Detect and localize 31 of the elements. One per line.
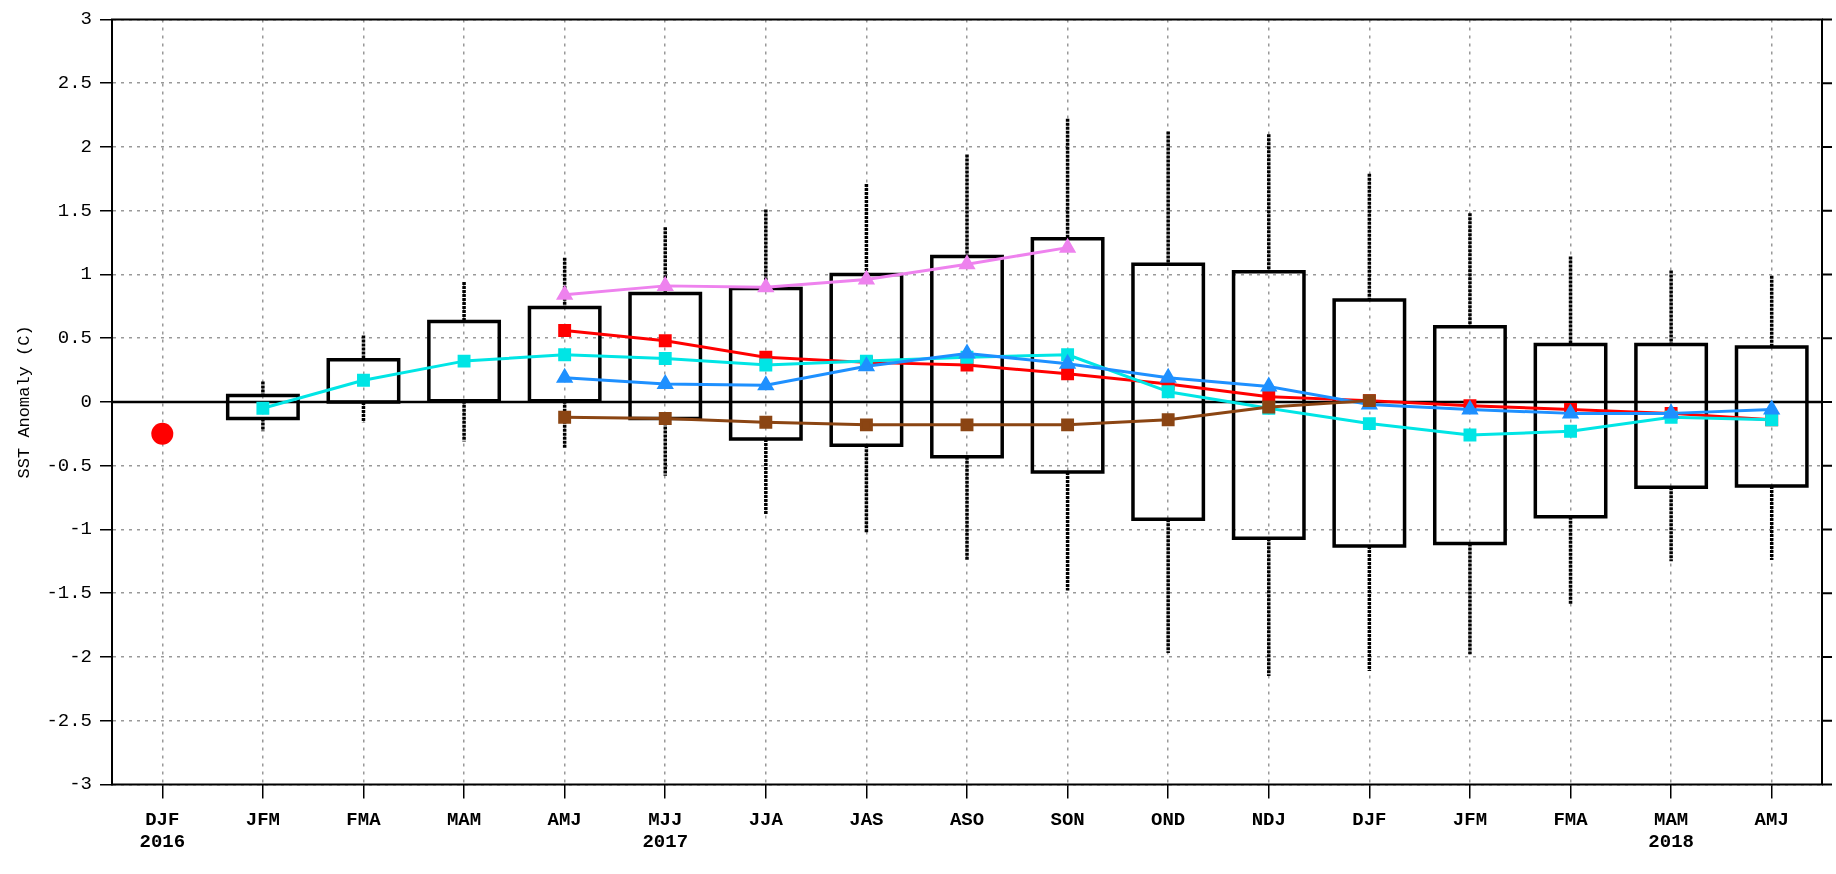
y-tick-label: -3 (69, 773, 93, 796)
y-tick-label: 1.5 (57, 199, 93, 222)
x-tick-label: DJF (1352, 808, 1387, 831)
x-tick-label: JJA (748, 808, 784, 831)
x-tick-label: OND (1151, 808, 1186, 831)
x-tick-label: JFM (1452, 808, 1488, 831)
y-tick-label: 3 (80, 8, 93, 31)
x-tick-label: SON (1050, 808, 1085, 831)
y-tick-label: -1 (69, 518, 93, 541)
x-tick-label: NDJ (1251, 808, 1286, 831)
x-tick-label: FMA (1553, 808, 1589, 831)
y-tick-label: -1.5 (46, 582, 93, 605)
x-tick-label: DJF 2016 (139, 808, 186, 854)
y-axis-title: SST Anomaly (C) (14, 325, 34, 479)
x-tick-label: MJJ 2017 (642, 808, 689, 854)
y-tick-label: 0 (80, 390, 93, 413)
x-tick-label: MAM (446, 808, 482, 831)
y-tick-label: 2 (80, 135, 93, 158)
x-tick-label: JAS (849, 808, 884, 831)
x-tick-label: AMJ (547, 808, 582, 831)
y-tick-label: 1 (80, 263, 93, 286)
x-tick-label: ASO (949, 808, 985, 831)
y-tick-label: -2 (69, 645, 93, 668)
x-tick-label: MAM 2018 (1648, 808, 1694, 854)
x-tick-label: JFM (245, 808, 280, 831)
x-tick-label: AMJ (1754, 808, 1789, 831)
y-tick-label: 2.5 (57, 72, 93, 95)
y-tick-label: -0.5 (46, 454, 93, 477)
y-tick-label: 0.5 (57, 327, 93, 350)
y-tick-label: -2.5 (46, 709, 93, 732)
x-tick-label: FMA (346, 808, 382, 831)
